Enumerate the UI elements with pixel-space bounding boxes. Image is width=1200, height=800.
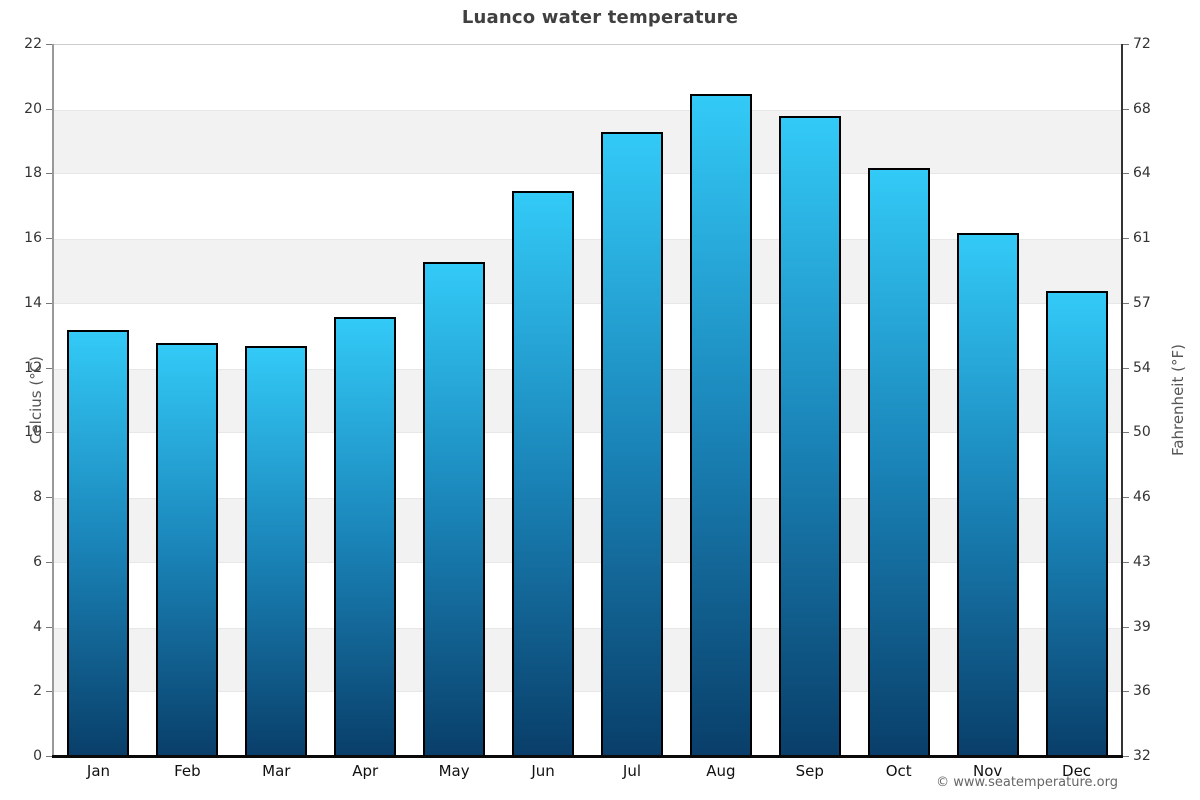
celsius-tick-label: 4 [33,618,42,635]
left-tick [46,44,52,45]
month-label-jul: Jul [622,762,642,780]
left-tick [46,302,52,304]
left-tick [46,432,52,434]
left-tick [46,691,52,693]
celsius-tick-label: 0 [33,748,42,764]
bar-jun [512,190,575,757]
fahrenheit-axis-title: Fahrenheit (°F) [1169,344,1187,456]
left-tick [46,561,52,563]
x-axis-baseline [52,755,1123,758]
right-tick [1123,367,1129,369]
copyright-credit: © www.seatemperature.org [936,775,1118,790]
fahrenheit-tick-label: 72 [1133,36,1151,52]
bar-feb [156,342,219,757]
left-tick [46,367,52,369]
celsius-tick-label: 14 [24,294,42,311]
month-label-nov: Nov [972,762,1003,780]
month-label-sep: Sep [795,762,824,780]
celsius-tick-label: 16 [24,230,42,247]
month-label-jan: Jan [86,762,111,780]
grid-band [54,109,1121,175]
right-tick [1123,626,1129,628]
left-tick [46,756,52,757]
month-label-aug: Aug [706,762,736,780]
celsius-tick-label: 12 [24,359,42,376]
right-tick [1123,561,1129,563]
month-label-dec: Dec [1062,762,1092,780]
left-tick [46,626,52,628]
left-tick [46,108,52,110]
bar-apr [334,316,397,757]
celsius-tick-label: 8 [33,489,42,506]
celsius-tick-label: 20 [24,100,42,117]
fahrenheit-tick-label: 68 [1133,100,1151,117]
right-tick [1123,497,1129,499]
fahrenheit-tick-label: 43 [1133,553,1151,570]
bar-oct [867,167,930,757]
fahrenheit-tick-label: 61 [1133,230,1151,247]
celsius-tick-label: 6 [33,553,42,570]
left-tick [46,173,52,175]
chart-title: Luanco water temperature [461,7,739,28]
fahrenheit-tick-label: 32 [1133,748,1151,764]
bar-may [423,261,486,757]
right-tick [1123,44,1129,45]
bar-jan [67,329,130,757]
grid-band [54,498,1121,563]
fahrenheit-tick-label: 46 [1133,489,1151,506]
month-label-apr: Apr [352,762,379,780]
celsius-axis-title: Celcius (°C) [27,355,45,445]
month-label-oct: Oct [885,762,912,780]
month-label-jun: Jun [531,762,555,780]
celsius-tick-label: 2 [33,683,42,700]
right-tick [1123,108,1129,110]
grid-band [54,368,1121,434]
fahrenheit-tick-label: 64 [1133,165,1151,182]
right-tick [1123,238,1129,240]
right-tick [1123,756,1129,757]
left-tick [46,497,52,499]
celsius-tick-label: 10 [24,424,42,441]
fahrenheit-tick-label: 57 [1133,294,1151,311]
bar-dec [1045,290,1108,757]
bar-aug [689,93,752,757]
left-tick [46,238,52,240]
right-tick [1123,302,1129,304]
celsius-tick-label: 22 [24,36,42,52]
grid-band [54,627,1121,693]
bar-mar [245,345,308,757]
bar-nov [956,232,1019,757]
bar-jul [600,132,663,757]
right-tick [1123,432,1129,434]
plot-area [54,44,1121,757]
bar-sep [778,116,841,757]
fahrenheit-tick-label: 36 [1133,683,1151,700]
month-label-may: May [438,762,470,780]
fahrenheit-tick-label: 39 [1133,618,1151,635]
grid-band [54,239,1121,304]
fahrenheit-tick-label: 50 [1133,424,1151,441]
fahrenheit-axis-line [1121,44,1123,757]
celsius-tick-label: 18 [24,165,42,182]
celsius-axis-line [52,44,54,757]
month-label-mar: Mar [262,762,291,780]
fahrenheit-tick-label: 54 [1133,359,1151,376]
month-label-feb: Feb [174,762,201,780]
right-tick [1123,691,1129,693]
right-tick [1123,173,1129,175]
